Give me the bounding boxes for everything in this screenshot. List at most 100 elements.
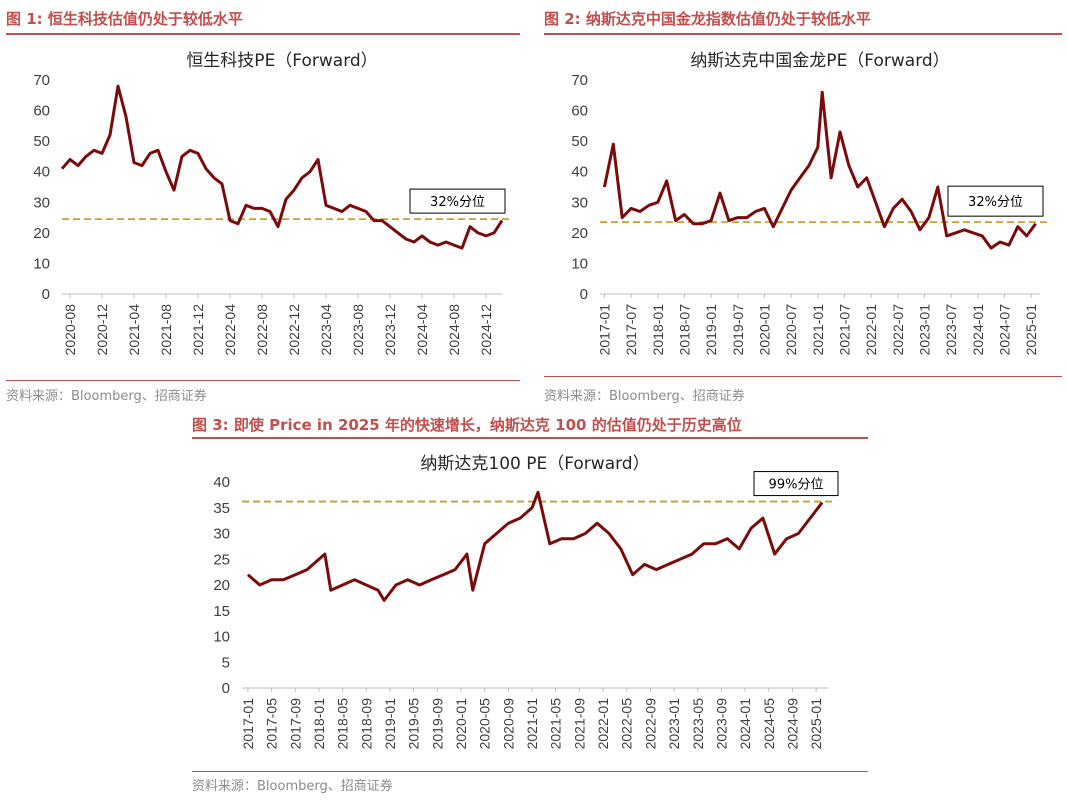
- x-tick-label: 2022-08: [254, 304, 270, 356]
- x-tick-label: 2018-01: [650, 304, 666, 356]
- x-tick-label: 2019-09: [429, 698, 445, 750]
- y-tick-label: 5: [222, 654, 230, 671]
- x-tick-label: 2023-05: [690, 698, 706, 750]
- y-tick-label: 0: [42, 286, 50, 303]
- percentile-annotation-box: [753, 471, 839, 497]
- x-tick-label: 2024-08: [446, 304, 462, 356]
- x-tick-label: 2023-12: [382, 304, 398, 356]
- x-tick-label: 2019-01: [382, 698, 398, 750]
- y-tick-label: 0: [580, 286, 588, 303]
- y-tick-label: 40: [213, 474, 230, 491]
- y-tick-label: 40: [33, 164, 50, 181]
- x-tick-label: 2021-01: [524, 698, 540, 750]
- y-tick-label: 10: [571, 255, 588, 272]
- x-tick-label: 2017-05: [264, 698, 280, 750]
- x-tick-label: 2020-01: [756, 304, 772, 356]
- x-tick-label: 2024-09: [784, 698, 800, 750]
- figure-1-title-rule: [6, 33, 520, 35]
- y-tick-label: 40: [571, 164, 588, 181]
- x-tick-label: 2020-12: [94, 304, 110, 356]
- y-tick-label: 70: [571, 72, 588, 89]
- x-tick-label: 2020-05: [477, 698, 493, 750]
- series-line: [60, 84, 504, 250]
- x-tick-label: 2017-01: [596, 304, 612, 356]
- x-tick-label: 2020-07: [783, 304, 799, 356]
- x-tick-label: 2021-07: [836, 304, 852, 356]
- x-tick-label: 2020-09: [500, 698, 516, 750]
- figure-3-bottom-rule: [192, 771, 868, 772]
- x-tick-label: 2021-05: [548, 698, 564, 750]
- figure-2-bottom-rule: [544, 376, 1062, 377]
- chart-title: 纳斯达克中国金龙PE（Forward）: [690, 51, 949, 71]
- x-tick-label: 2023-09: [713, 698, 729, 750]
- y-tick-label: 20: [33, 225, 50, 242]
- x-tick-label: 2018-01: [311, 698, 327, 750]
- figure-3-source: 资料来源：Bloomberg、招商证券: [192, 779, 393, 794]
- x-tick-label: 2024-01: [737, 698, 753, 750]
- x-tick-label: 2022-05: [619, 698, 635, 750]
- x-tick-label: 2019-05: [406, 698, 422, 750]
- series-line: [246, 490, 824, 602]
- chart-hstech-pe: 恒生科技PE（Forward） 0 10 20 30 40 50 60 70 2020-08 202…: [33, 51, 510, 356]
- x-tick-label: 2019-07: [730, 304, 746, 356]
- x-tick-label: 2022-04: [222, 304, 238, 356]
- y-tick-label: 50: [33, 133, 50, 150]
- y-tick-label: 10: [33, 255, 50, 272]
- percentile-annotation-label: 99%分位: [769, 478, 824, 493]
- x-tick-label: 2022-07: [890, 304, 906, 356]
- y-tick-label: 30: [213, 526, 230, 543]
- percentile-annotation-box: [947, 185, 1044, 217]
- y-tick-label: 30: [571, 194, 588, 211]
- x-tick-label: 2023-01: [666, 698, 682, 750]
- percentile-annotation-box: [409, 188, 506, 214]
- percentile-annotation-label: 32%分位: [968, 195, 1023, 210]
- y-tick-label: 25: [213, 551, 230, 568]
- x-tick-label: 2022-12: [286, 304, 302, 356]
- figure-1-source: 资料来源：Bloomberg、招商证券: [6, 389, 207, 404]
- x-tick-label: 2021-08: [158, 304, 174, 356]
- chart-nasdaq100-pe: 纳斯达克100 PE（Forward） 0 5 10 15 20 25 30 35 40 2017-…: [213, 454, 839, 750]
- figure-1-bottom-rule: [6, 380, 520, 381]
- y-tick-label: 60: [33, 103, 50, 120]
- x-tick-label: 2019-01: [703, 304, 719, 356]
- x-tick-label: 2021-09: [571, 698, 587, 750]
- y-tick-label: 60: [571, 103, 588, 120]
- x-tick-label: 2020-08: [62, 304, 78, 356]
- x-tick-label: 2023-04: [318, 304, 334, 356]
- y-tick-label: 0: [222, 680, 230, 697]
- series-line: [602, 90, 1037, 250]
- x-tick-label: 2024-07: [996, 304, 1012, 356]
- x-tick-label: 2017-07: [623, 304, 639, 356]
- y-tick-label: 30: [33, 194, 50, 211]
- x-tick-label: 2024-12: [478, 304, 494, 356]
- x-tick-label: 2024-04: [414, 304, 430, 356]
- x-tick-label: 2021-12: [190, 304, 206, 356]
- x-tick-label: 2018-09: [358, 698, 374, 750]
- x-tick-label: 2025-01: [808, 698, 824, 750]
- x-tick-label: 2017-09: [287, 698, 303, 750]
- y-tick-label: 70: [33, 72, 50, 89]
- y-tick-label: 50: [571, 133, 588, 150]
- x-tick-label: 2022-01: [595, 698, 611, 750]
- x-tick-label: 2017-01: [240, 698, 256, 750]
- x-tick-label: 2022-01: [863, 304, 879, 356]
- figure-2-title: 图 2: 纳斯达克中国金龙指数估值仍处于较低水平: [544, 10, 871, 28]
- x-tick-label: 2023-01: [916, 304, 932, 356]
- x-tick-label: 2021-04: [126, 304, 142, 356]
- y-tick-label: 20: [213, 577, 230, 594]
- figure-3-title: 图 3: 即使 Price in 2025 年的快速增长，纳斯达克 100 的估…: [192, 416, 742, 434]
- x-tick-label: 2022-09: [642, 698, 658, 750]
- x-tick-label: 2025-01: [1023, 304, 1039, 356]
- figure-2-title-rule: [544, 33, 1062, 35]
- x-tick-label: 2021-01: [810, 304, 826, 356]
- x-tick-label: 2018-05: [335, 698, 351, 750]
- x-tick-label: 2023-07: [943, 304, 959, 356]
- chart-title: 恒生科技PE（Forward）: [186, 51, 377, 71]
- figure-1-title: 图 1: 恒生科技估值仍处于较低水平: [6, 10, 243, 28]
- percentile-annotation-label: 32%分位: [430, 195, 485, 210]
- y-tick-label: 20: [571, 225, 588, 242]
- figure-2-source: 资料来源：Bloomberg、招商证券: [544, 389, 745, 404]
- y-tick-label: 15: [213, 603, 230, 620]
- x-tick-label: 2018-07: [676, 304, 692, 356]
- figure-3-title-rule: [192, 437, 868, 439]
